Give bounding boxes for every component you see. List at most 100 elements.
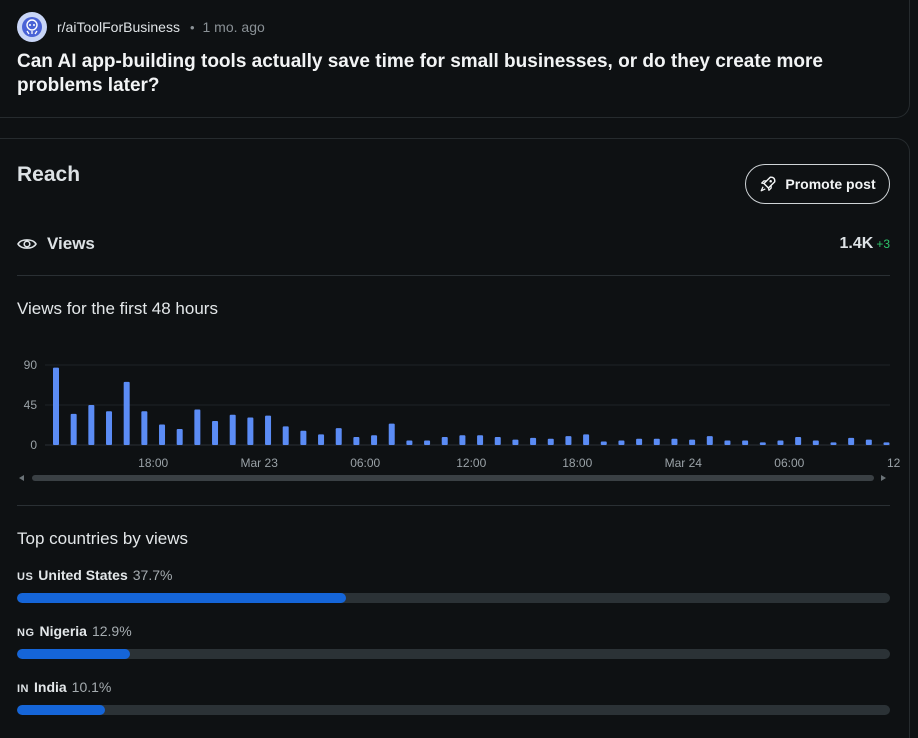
chart-bar [212, 421, 219, 445]
country-row: US United States 37.7% [17, 567, 890, 603]
promote-post-button[interactable]: Promote post [745, 164, 890, 204]
x-tick-label: 18:00 [138, 456, 168, 470]
rocket-icon [760, 176, 776, 192]
country-bar-track [17, 705, 890, 715]
x-tick-label: Mar 23 [241, 456, 279, 470]
chart-bar [618, 440, 625, 445]
divider [17, 505, 890, 506]
country-code: IN [17, 683, 29, 695]
country-code: US [17, 571, 34, 583]
x-tick-label: 12:00 [456, 456, 486, 470]
chart-bar [583, 434, 590, 445]
divider [17, 275, 890, 276]
chart-bar [848, 437, 855, 445]
post-header: r/aiToolForBusiness • 1 mo. ago [17, 12, 265, 42]
robot-icon [22, 17, 42, 37]
chart-bar [70, 413, 77, 445]
chart-bar [247, 417, 254, 445]
post-age: 1 mo. ago [202, 19, 265, 35]
country-line: NG Nigeria 12.9% [17, 623, 890, 641]
views-chart[interactable]: 0 45 90 18:00 Mar 23 06:00 12:00 18:00 Mar 24 06:… [0, 351, 900, 491]
chart-bar [512, 439, 519, 445]
chart-bar [176, 429, 183, 445]
chart-bar [194, 409, 201, 445]
x-tick-label: 06:00 [350, 456, 380, 470]
chart-bar [265, 415, 272, 445]
country-bar-fill [17, 705, 106, 715]
chart-bar [477, 435, 484, 445]
chart-bar [777, 440, 784, 445]
chart-bar [424, 440, 431, 445]
country-percent: 37.7% [132, 567, 173, 583]
x-tick-label: 06:00 [774, 456, 804, 470]
country-name: Nigeria [39, 623, 87, 639]
chart-bar [53, 367, 59, 445]
chart-label: Views for the first 48 hours [17, 299, 218, 318]
chart-bar [353, 437, 360, 445]
country-row: NG Nigeria 12.9% [17, 623, 890, 659]
chart-bar [88, 405, 95, 445]
chart-bar [406, 440, 413, 445]
chart-bar [141, 411, 148, 445]
views-total: 1.4K +3 [840, 235, 890, 253]
chart-bar [795, 437, 802, 445]
country-percent: 10.1% [71, 679, 112, 695]
reach-card: Reach Promote post Views 1.4K +3 Views fo… [0, 138, 910, 738]
post-card[interactable]: r/aiToolForBusiness • 1 mo. ago Can AI a… [0, 0, 910, 118]
country-name: India [34, 679, 67, 695]
chart-bar [282, 426, 289, 445]
chart-bar [883, 442, 890, 445]
chart-bar [689, 439, 696, 445]
chart-bar [742, 440, 749, 445]
countries-label: Top countries by views [17, 529, 189, 548]
views-value: 1.4K [839, 235, 874, 252]
eye-icon [17, 239, 37, 249]
promote-post-label: Promote post [785, 176, 876, 192]
chart-bar [388, 423, 395, 445]
chart-bar [706, 436, 713, 445]
chart-bar [229, 414, 236, 445]
y-tick-label: 45 [24, 398, 38, 412]
country-bar-fill [17, 593, 347, 603]
chart-bar [759, 442, 766, 445]
chart-bar [565, 436, 572, 445]
chart-bar [300, 430, 307, 445]
chart-bar [318, 434, 325, 445]
views-delta: +3 [876, 237, 890, 251]
chart-bar [371, 435, 378, 445]
chart-bar [812, 440, 819, 445]
chart-bar [494, 437, 501, 445]
chart-bar [547, 438, 554, 445]
chart-bar [865, 439, 872, 445]
chart-bar [671, 438, 678, 445]
chart-bar [459, 435, 466, 445]
scroll-right-icon[interactable] [881, 475, 886, 481]
chart-bar [106, 411, 113, 445]
chart-bar [830, 442, 837, 445]
country-line: IN India 10.1% [17, 679, 890, 697]
x-tick-label: 18:00 [562, 456, 592, 470]
post-title[interactable]: Can AI app-building tools actually save … [17, 51, 823, 96]
chart-bar [530, 437, 537, 445]
country-row: IN India 10.1% [17, 679, 890, 715]
views-row: Views 1.4K +3 [17, 233, 890, 255]
country-bar-track [17, 593, 890, 603]
country-percent: 12.9% [91, 623, 132, 639]
subreddit-name[interactable]: r/aiToolForBusiness [57, 19, 180, 35]
separator-dot: • [189, 19, 195, 35]
chart-bar [123, 381, 130, 445]
x-tick-label: 12: [887, 456, 900, 470]
views-label: Views [47, 234, 95, 253]
reach-title: Reach [17, 163, 81, 186]
chart-bar [653, 438, 660, 445]
scroll-left-icon[interactable] [19, 475, 24, 481]
country-code: NG [17, 627, 35, 639]
country-bar-fill [17, 649, 130, 659]
chart-bar [441, 437, 448, 445]
chart-bar [335, 428, 342, 445]
subreddit-avatar[interactable] [17, 12, 47, 42]
y-tick-label: 0 [30, 438, 37, 452]
chart-scrollbar[interactable] [32, 475, 874, 481]
country-bar-track [17, 649, 890, 659]
chart-bar [159, 424, 166, 445]
